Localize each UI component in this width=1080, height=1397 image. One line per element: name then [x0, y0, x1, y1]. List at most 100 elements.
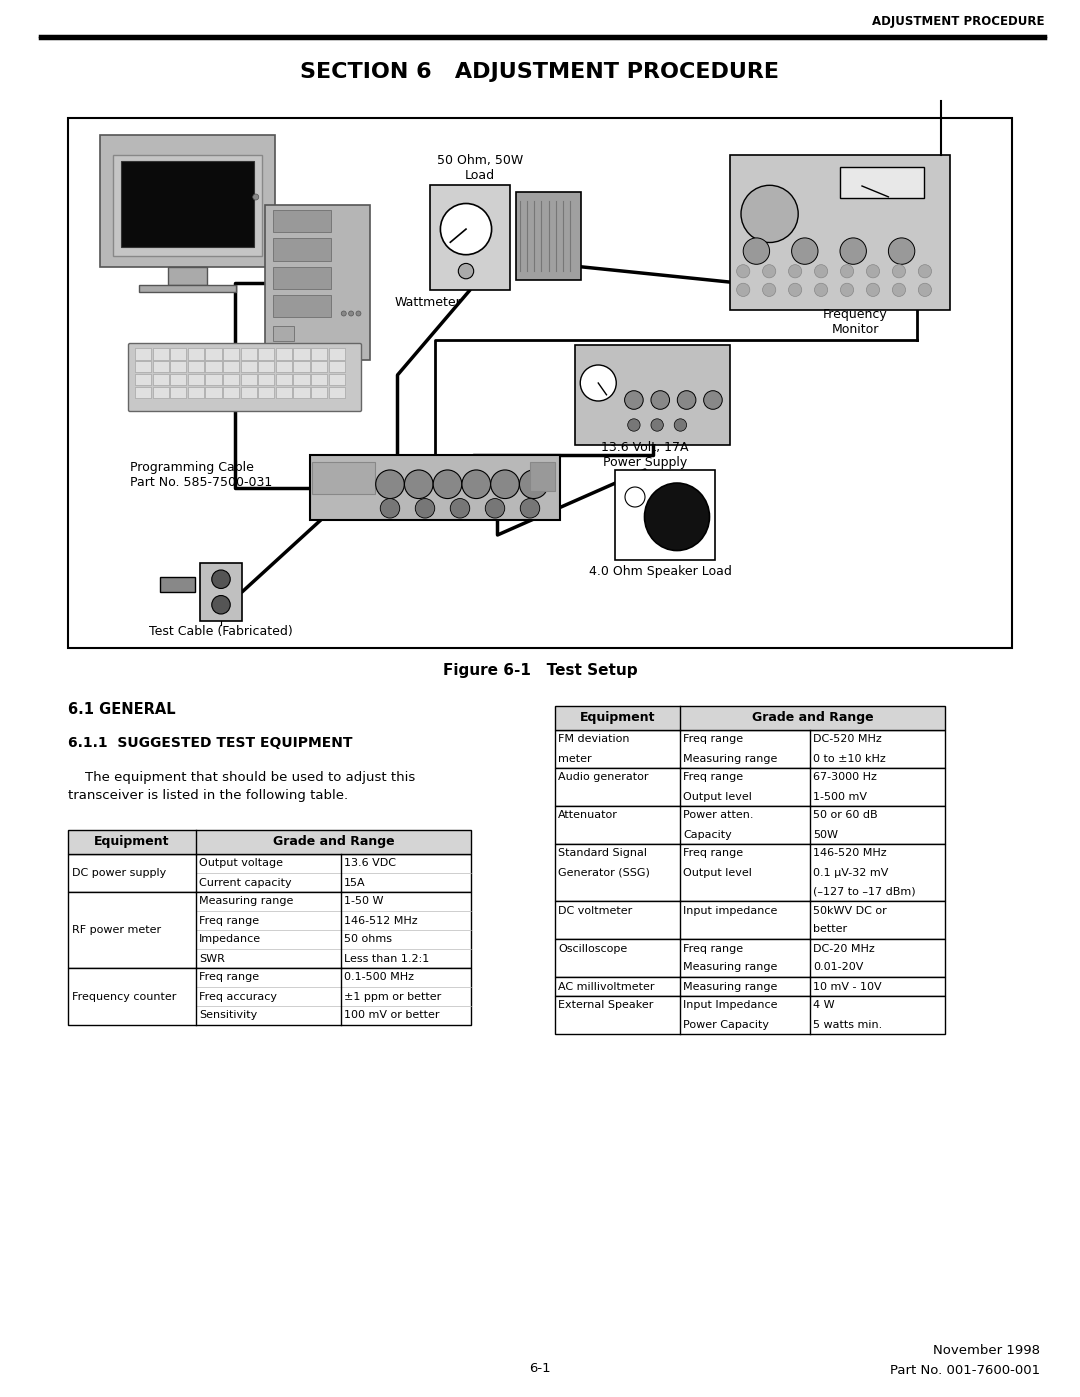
Circle shape	[651, 419, 663, 432]
Bar	[840, 168, 923, 198]
Text: RF power meter: RF power meter	[72, 925, 161, 935]
Bar	[273, 239, 332, 261]
Bar	[241, 387, 257, 398]
Circle shape	[788, 264, 801, 278]
Text: Freq range: Freq range	[199, 915, 259, 925]
Text: Figure 6-1   Test Setup: Figure 6-1 Test Setup	[443, 662, 637, 678]
Bar	[168, 267, 207, 285]
Text: Freq range: Freq range	[683, 943, 743, 954]
Bar	[121, 161, 254, 247]
Circle shape	[341, 312, 347, 316]
Text: 6.1 GENERAL: 6.1 GENERAL	[68, 703, 176, 718]
Bar	[171, 387, 187, 398]
Bar	[273, 267, 332, 289]
Bar	[205, 387, 221, 398]
Text: Test Cable (Fabricated): Test Cable (Fabricated)	[149, 624, 293, 637]
Circle shape	[376, 469, 404, 499]
Bar	[135, 374, 151, 386]
Bar	[205, 348, 221, 359]
Text: Attenuator: Attenuator	[558, 810, 618, 820]
Bar	[138, 285, 237, 292]
Text: 0.1-500 MHz: 0.1-500 MHz	[345, 972, 414, 982]
Bar	[258, 374, 274, 386]
Text: DC-520 MHz: DC-520 MHz	[813, 735, 881, 745]
Text: 10 mV - 10V: 10 mV - 10V	[813, 982, 881, 992]
Bar	[555, 901, 945, 939]
Text: External Speaker: External Speaker	[558, 1000, 653, 1010]
Bar	[311, 348, 327, 359]
Bar	[273, 210, 332, 232]
Circle shape	[918, 284, 932, 296]
Bar	[311, 360, 327, 373]
Circle shape	[404, 469, 433, 499]
Text: Output level: Output level	[683, 792, 752, 802]
Bar	[555, 844, 945, 901]
Bar	[152, 348, 168, 359]
Text: Frequency counter: Frequency counter	[72, 992, 176, 1002]
Bar	[188, 374, 204, 386]
Circle shape	[441, 204, 491, 254]
Text: Power atten.: Power atten.	[683, 810, 754, 820]
Bar	[555, 977, 945, 996]
Bar	[294, 360, 310, 373]
Bar	[310, 455, 561, 520]
Bar	[188, 360, 204, 373]
Text: DC voltmeter: DC voltmeter	[558, 905, 632, 915]
Circle shape	[737, 264, 750, 278]
Bar	[135, 360, 151, 373]
Bar	[275, 374, 292, 386]
Circle shape	[625, 488, 645, 507]
Text: 50 Ohm, 50W
Load: 50 Ohm, 50W Load	[437, 154, 523, 182]
Bar	[730, 155, 950, 310]
Bar	[241, 348, 257, 359]
Circle shape	[433, 469, 462, 499]
Text: 146-520 MHz: 146-520 MHz	[813, 848, 887, 859]
Bar	[222, 348, 240, 359]
Bar	[615, 469, 715, 560]
Circle shape	[651, 391, 670, 409]
Text: 0.01-20V: 0.01-20V	[813, 963, 863, 972]
Bar	[222, 387, 240, 398]
Text: Measuring range: Measuring range	[199, 897, 294, 907]
Bar	[68, 117, 1012, 648]
Text: Frequency
Monitor: Frequency Monitor	[823, 307, 888, 337]
Text: 1-50 W: 1-50 W	[345, 897, 383, 907]
Text: 146-512 MHz: 146-512 MHz	[345, 915, 418, 925]
Bar	[294, 348, 310, 359]
Circle shape	[762, 284, 775, 296]
Text: 50 ohms: 50 ohms	[345, 935, 392, 944]
Circle shape	[866, 264, 879, 278]
Text: Sensitivity: Sensitivity	[199, 1010, 257, 1020]
Text: transceiver is listed in the following table.: transceiver is listed in the following t…	[68, 789, 348, 802]
Text: Impedance: Impedance	[199, 935, 261, 944]
Circle shape	[380, 499, 400, 518]
Bar	[68, 830, 471, 854]
Bar	[258, 348, 274, 359]
Bar	[516, 191, 581, 279]
Text: Equipment: Equipment	[580, 711, 656, 725]
Bar	[241, 374, 257, 386]
Text: AC millivoltmeter: AC millivoltmeter	[558, 982, 654, 992]
Bar	[275, 360, 292, 373]
Bar	[328, 348, 345, 359]
Text: 50kWV DC or: 50kWV DC or	[813, 905, 887, 915]
Circle shape	[212, 595, 230, 615]
Bar	[555, 996, 945, 1034]
Bar	[152, 360, 168, 373]
Bar	[258, 387, 274, 398]
Text: 1-500 mV: 1-500 mV	[813, 792, 867, 802]
Bar	[135, 348, 151, 359]
Text: Input Impedance: Input Impedance	[683, 1000, 778, 1010]
Text: 50 or 60 dB: 50 or 60 dB	[813, 810, 878, 820]
Text: SECTION 6   ADJUSTMENT PROCEDURE: SECTION 6 ADJUSTMENT PROCEDURE	[300, 61, 780, 82]
Bar	[200, 563, 242, 622]
Bar	[258, 360, 274, 373]
Circle shape	[737, 284, 750, 296]
Circle shape	[889, 237, 915, 264]
Text: Current capacity: Current capacity	[199, 877, 292, 887]
Circle shape	[677, 391, 696, 409]
Text: 4.0 Ohm Speaker Load: 4.0 Ohm Speaker Load	[589, 566, 731, 578]
Text: Freq range: Freq range	[683, 773, 743, 782]
Circle shape	[866, 284, 879, 296]
Bar	[160, 577, 195, 592]
